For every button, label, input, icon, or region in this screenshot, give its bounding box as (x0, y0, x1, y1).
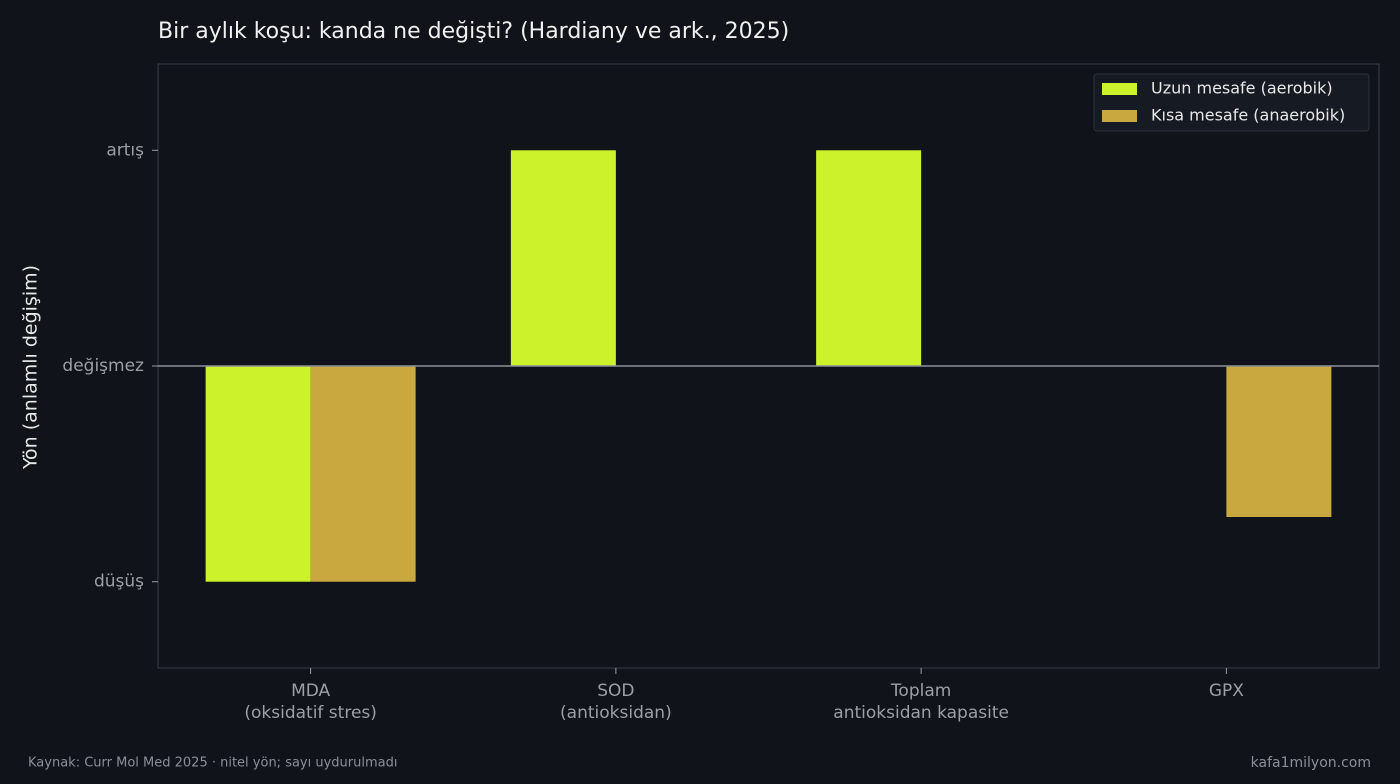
y-axis-label: Yön (anlamlı değişim) (20, 265, 42, 470)
legend-swatch (1102, 83, 1137, 95)
bar (816, 150, 922, 366)
y-tick-label: düşüş (94, 572, 144, 592)
y-tick-label: artış (106, 140, 144, 160)
bar (310, 366, 416, 582)
x-tick-label: MDA (oksidatif stres) (244, 681, 377, 723)
site-credit: kafa1milyon.com (1251, 755, 1371, 771)
x-tick-label: SOD (antioksidan) (560, 681, 672, 723)
legend-box (1093, 73, 1370, 132)
source-note: Kaynak: Curr Mol Med 2025 · nitel yön; s… (28, 756, 397, 771)
bar (205, 366, 311, 582)
legend-swatch (1102, 110, 1137, 122)
chart-title: Bir aylık koşu: kanda ne değişti? (Hardi… (158, 19, 789, 44)
x-tick-label: Toplam antioksidan kapasite (833, 681, 1009, 723)
legend-label: Uzun mesafe (aerobik) (1151, 79, 1333, 98)
y-tick-label: değişmez (62, 356, 144, 376)
legend-label: Kısa mesafe (anaerobik) (1151, 106, 1345, 125)
x-tick-label: GPX (1209, 681, 1244, 701)
bar (1226, 366, 1332, 517)
bar (510, 150, 616, 366)
